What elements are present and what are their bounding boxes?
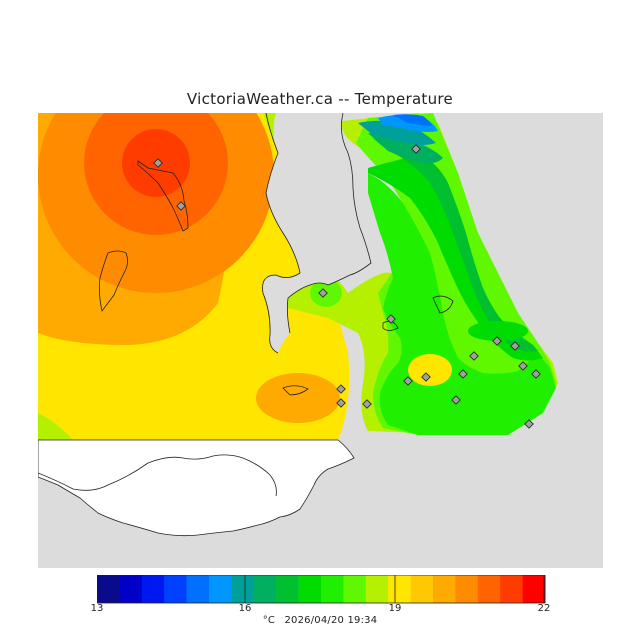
station-marker[interactable]: [411, 144, 421, 154]
station-marker[interactable]: [336, 384, 346, 394]
colorbar-cell: [388, 575, 411, 603]
timestamp: 2026/04/20 19:34: [284, 615, 378, 626]
map-caption: °C 2026/04/20 19:34: [0, 615, 640, 626]
saanich-coastline: [286, 113, 372, 334]
east-contour-field: [281, 113, 558, 435]
island-outline-1: [137, 160, 189, 232]
colorbar-cell: [455, 575, 479, 603]
colorbar-cell: [321, 575, 344, 603]
temperature-map: [38, 113, 603, 568]
east-island-outline: [432, 295, 454, 314]
station-marker[interactable]: [469, 351, 479, 361]
west-coastline: [262, 113, 301, 354]
island-outline-3: [282, 385, 309, 396]
station-marker[interactable]: [524, 419, 534, 429]
contour-15: [393, 114, 432, 126]
colorbar-cell: [477, 575, 501, 603]
colorbar: [97, 575, 546, 604]
weather-stations: [153, 144, 541, 429]
colorbar-cell: [231, 575, 255, 603]
colorbar-cell: [298, 575, 322, 603]
map-title: VictoriaWeather.ca -- Temperature: [186, 90, 454, 108]
station-marker[interactable]: [386, 314, 396, 324]
contour-19-south-edge: [38, 413, 73, 440]
station-marker[interactable]: [458, 369, 468, 379]
colorbar-tick-13: 13: [90, 603, 104, 614]
colorbar-cell: [433, 575, 456, 603]
station-marker[interactable]: [518, 361, 528, 371]
station-marker[interactable]: [403, 376, 413, 386]
station-marker[interactable]: [318, 288, 328, 298]
colorbar-cell: [164, 575, 187, 603]
victoria-south-coast: [38, 454, 277, 497]
station-marker[interactable]: [531, 369, 541, 379]
contour-16: [358, 120, 436, 145]
colorbar-cells: [97, 575, 546, 604]
station-marker[interactable]: [336, 398, 346, 408]
contour-19-east-spot: [408, 354, 452, 386]
colorbar-cell: [410, 575, 434, 603]
colorbar-border: [97, 575, 546, 604]
colorbar-cell: [365, 575, 389, 603]
contour-17-5: [368, 155, 543, 361]
station-marker[interactable]: [153, 158, 163, 168]
colorbar-tick-19: 19: [388, 603, 402, 614]
contour-16-5: [368, 133, 443, 164]
colorbar-cell: [276, 575, 299, 603]
water-channels: [262, 113, 371, 353]
colorbar-cell: [253, 575, 277, 603]
unit-label: °C: [262, 615, 276, 626]
colorbar-cell: [522, 575, 546, 603]
station-marker[interactable]: [421, 372, 431, 382]
colorbar-cell: [141, 575, 165, 603]
colorbar-cell: [119, 575, 143, 603]
station-marker[interactable]: [451, 395, 461, 405]
colorbar-cell: [209, 575, 232, 603]
colorbar-cell: [500, 575, 523, 603]
station-marker[interactable]: [510, 341, 520, 351]
colorbar-tick-16: 16: [238, 603, 252, 614]
station-marker[interactable]: [176, 201, 186, 211]
station-marker[interactable]: [362, 399, 372, 409]
colorbar-cell: [343, 575, 367, 603]
colorbar-cell: [97, 575, 120, 603]
colorbar-tick-22: 22: [537, 603, 551, 614]
station-marker[interactable]: [492, 336, 502, 346]
island-outline-2: [98, 250, 128, 312]
contour-17-5-east-spot: [468, 321, 528, 341]
olympic-land: [38, 439, 355, 537]
contour-20: [256, 373, 340, 423]
colorbar-cell: [186, 575, 210, 603]
